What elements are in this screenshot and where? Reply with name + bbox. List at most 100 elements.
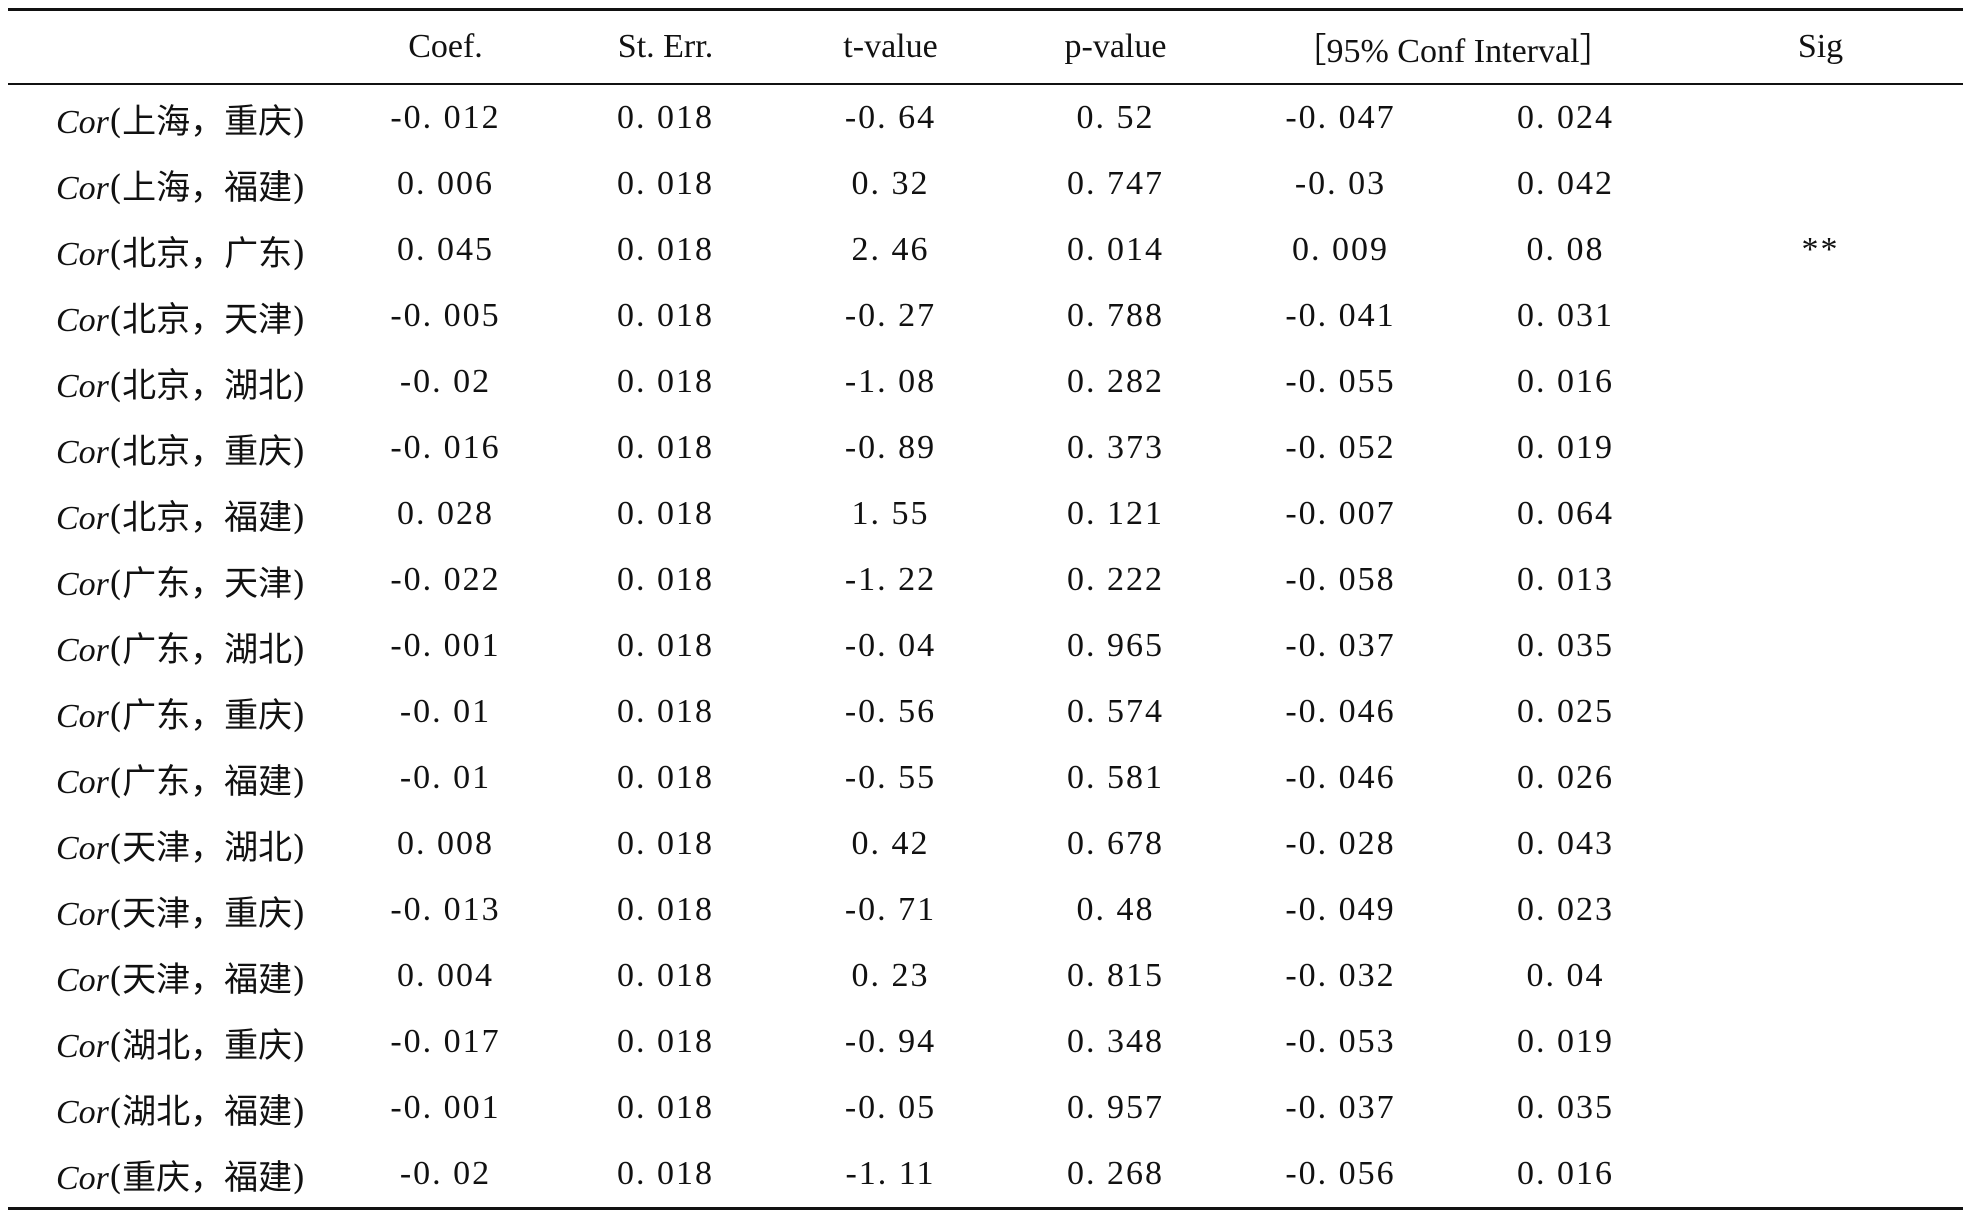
ci-upper-cell: 0. 013 [1517, 561, 1614, 598]
province-pair: (广东，湖北) [108, 629, 306, 670]
sig-cell [1678, 547, 1963, 613]
ci-upper-cell: 0. 035 [1517, 1089, 1614, 1126]
t-value-cell: 1. 55 [851, 495, 930, 532]
row-label: Cor(重庆，福建) [8, 1141, 338, 1207]
sig-cell [1678, 613, 1963, 679]
table-row: Cor(天津，湖北) 0. 008 0. 018 0. 42 0. 678 -0. 028… [8, 811, 1963, 877]
st-err-cell: 0. 018 [617, 825, 714, 862]
coef-cell: -0. 02 [399, 1155, 492, 1192]
t-value-cell: -0. 05 [844, 1089, 937, 1126]
t-value-cell: -0. 71 [844, 891, 937, 928]
sig-cell [1678, 811, 1963, 877]
province-pair: (湖北，重庆) [108, 1025, 306, 1066]
province-pair: (天津，湖北) [108, 827, 306, 868]
st-err-cell: 0. 018 [617, 231, 714, 268]
sig-cell [1678, 943, 1963, 1009]
coef-cell: -0. 016 [390, 429, 501, 466]
row-label: Cor(广东，湖北) [8, 613, 338, 679]
header-label-empty [8, 11, 338, 83]
st-err-cell: 0. 018 [617, 627, 714, 664]
sig-cell [1678, 1009, 1963, 1075]
ci-upper-cell: 0. 043 [1517, 825, 1614, 862]
table-row: Cor(天津，重庆) -0. 013 0. 018 -0. 71 0. 48 -0. 04… [8, 877, 1963, 943]
row-label: Cor(湖北，重庆) [8, 1009, 338, 1075]
province-pair: (北京，天津) [108, 299, 306, 340]
ci-upper-cell: 0. 025 [1517, 693, 1614, 730]
cor-label: Cor [56, 1027, 109, 1065]
t-value-cell: -0. 04 [844, 627, 937, 664]
sig-cell: ** [1801, 231, 1840, 268]
row-label: Cor(上海，重庆) [8, 85, 338, 151]
header-sig: Sig [1797, 28, 1844, 65]
table-row: Cor(广东，湖北) -0. 001 0. 018 -0. 04 0. 965 -0. 0… [8, 613, 1963, 679]
ci-lower-cell: -0. 046 [1285, 759, 1396, 796]
p-value-cell: 0. 788 [1067, 297, 1164, 334]
cor-label: Cor [56, 433, 109, 471]
table-row: Cor(天津，福建) 0. 004 0. 018 0. 23 0. 815 -0. 032… [8, 943, 1963, 1009]
p-value-cell: 0. 282 [1067, 363, 1164, 400]
p-value-cell: 0. 222 [1067, 561, 1164, 598]
ci-upper-cell: 0. 026 [1517, 759, 1614, 796]
coef-cell: -0. 01 [399, 693, 492, 730]
ci-upper-cell: 0. 04 [1526, 957, 1605, 994]
province-pair: (北京，福建) [108, 497, 306, 538]
t-value-cell: -1. 11 [845, 1155, 936, 1192]
t-value-cell: -0. 27 [844, 297, 937, 334]
cor-label: Cor [56, 103, 109, 141]
results-body-table: Cor(上海，重庆) -0. 012 0. 018 -0. 64 0. 52 -0. 04… [8, 85, 1963, 1207]
province-pair: (上海，福建) [108, 167, 306, 208]
province-pair: (北京，广东) [108, 233, 306, 274]
ci-upper-cell: 0. 064 [1517, 495, 1614, 532]
p-value-cell: 0. 678 [1067, 825, 1164, 862]
coef-cell: -0. 001 [390, 1089, 501, 1126]
ci-lower-cell: -0. 055 [1285, 363, 1396, 400]
p-value-cell: 0. 014 [1067, 231, 1164, 268]
row-label: Cor(天津，湖北) [8, 811, 338, 877]
ci-lower-cell: -0. 047 [1285, 99, 1396, 136]
header-t-value: t-value [843, 28, 938, 65]
p-value-cell: 0. 957 [1067, 1089, 1164, 1126]
t-value-cell: 0. 42 [851, 825, 930, 862]
t-value-cell: -1. 22 [844, 561, 937, 598]
row-label: Cor(天津，福建) [8, 943, 338, 1009]
coef-cell: 0. 004 [397, 957, 494, 994]
sig-cell [1678, 85, 1963, 151]
coef-cell: -0. 001 [390, 627, 501, 664]
correlation-table: Coef. St. Err. t-value p-value ［95% Conf… [8, 8, 1963, 1210]
header-st-err: St. Err. [617, 28, 714, 65]
t-value-cell: -0. 55 [844, 759, 937, 796]
table-row: Cor(上海，福建) 0. 006 0. 018 0. 32 0. 747 -0. 03 0… [8, 151, 1963, 217]
p-value-cell: 0. 815 [1067, 957, 1164, 994]
row-label: Cor(上海，福建) [8, 151, 338, 217]
st-err-cell: 0. 018 [617, 99, 714, 136]
st-err-cell: 0. 018 [617, 429, 714, 466]
ci-lower-cell: -0. 032 [1285, 957, 1396, 994]
st-err-cell: 0. 018 [617, 1023, 714, 1060]
ci-lower-cell: -0. 041 [1285, 297, 1396, 334]
sig-cell [1678, 151, 1963, 217]
ci-lower-cell: -0. 007 [1285, 495, 1396, 532]
province-pair: (北京，湖北) [108, 365, 306, 406]
results-table: Coef. St. Err. t-value p-value ［95% Conf… [8, 11, 1963, 83]
table-row: Cor(广东，福建) -0. 01 0. 018 -0. 55 0. 581 -0. 04… [8, 745, 1963, 811]
coef-cell: 0. 045 [397, 231, 494, 268]
ci-upper-cell: 0. 042 [1517, 165, 1614, 202]
ci-lower-cell: -0. 028 [1285, 825, 1396, 862]
coef-cell: -0. 012 [390, 99, 501, 136]
ci-upper-cell: 0. 023 [1517, 891, 1614, 928]
cor-label: Cor [56, 829, 109, 867]
ci-lower-cell: -0. 046 [1285, 693, 1396, 730]
p-value-cell: 0. 373 [1067, 429, 1164, 466]
coef-cell: 0. 006 [397, 165, 494, 202]
table-row: Cor(广东，重庆) -0. 01 0. 018 -0. 56 0. 574 -0. 04… [8, 679, 1963, 745]
ci-lower-cell: -0. 03 [1294, 165, 1387, 202]
st-err-cell: 0. 018 [617, 957, 714, 994]
st-err-cell: 0. 018 [617, 1089, 714, 1126]
row-label: Cor(北京，湖北) [8, 349, 338, 415]
coef-cell: -0. 013 [390, 891, 501, 928]
sig-cell [1678, 1141, 1963, 1207]
ci-upper-cell: 0. 019 [1517, 1023, 1614, 1060]
table-row: Cor(北京，湖北) -0. 02 0. 018 -1. 08 0. 282 -0. 05… [8, 349, 1963, 415]
province-pair: (广东，重庆) [108, 695, 306, 736]
province-pair: (广东，福建) [108, 761, 306, 802]
